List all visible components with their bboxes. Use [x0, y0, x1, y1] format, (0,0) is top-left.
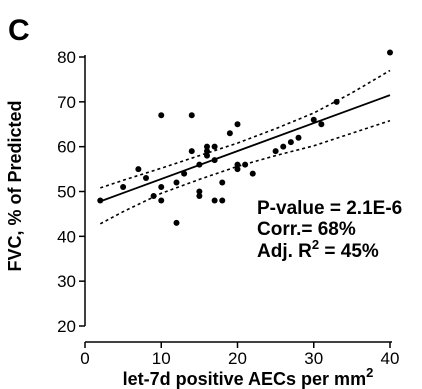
- data-point: [181, 170, 188, 177]
- data-point: [173, 179, 180, 186]
- data-point: [219, 197, 226, 204]
- x-tick-label: 40: [381, 349, 400, 368]
- data-point: [188, 112, 195, 119]
- regression-fit: [99, 94, 391, 203]
- data-point: [310, 116, 317, 123]
- x-tick-label: 10: [152, 349, 171, 368]
- data-point: [280, 143, 287, 150]
- x-axis-title-sup: 2: [366, 365, 373, 380]
- data-point: [287, 139, 294, 146]
- x-tick-label: 30: [304, 349, 323, 368]
- data-point: [387, 49, 393, 56]
- axes: 20 30 40 50 60 70 80 0 10 20 30 40: [57, 48, 399, 368]
- data-point: [242, 161, 249, 168]
- y-tick-label: 50: [57, 183, 76, 202]
- data-point: [196, 188, 203, 195]
- data-point: [295, 134, 302, 141]
- data-point: [196, 192, 203, 199]
- data-point: [234, 166, 241, 173]
- data-point: [219, 179, 226, 186]
- data-point: [249, 170, 256, 177]
- y-tick-label: 40: [57, 227, 76, 246]
- adj-r2-sup: 2: [312, 237, 319, 252]
- data-points: [97, 49, 393, 226]
- data-point: [97, 197, 104, 204]
- adj-r2-label: Adj. R2 = 45%: [257, 237, 379, 262]
- data-point: [158, 184, 165, 191]
- data-point: [120, 184, 127, 191]
- data-point: [211, 143, 218, 150]
- data-point: [204, 148, 210, 155]
- corr-label: Corr.= 68%: [257, 219, 356, 240]
- x-tick-label: 0: [80, 349, 89, 368]
- y-axis-title: FVC, % of Predicted: [5, 100, 25, 271]
- ci-upper-line: [100, 69, 391, 189]
- panel-label: C: [8, 14, 30, 47]
- data-point: [150, 192, 157, 199]
- data-point: [143, 175, 149, 182]
- data-point: [158, 112, 165, 119]
- data-point: [173, 219, 180, 226]
- adj-r2-suffix: = 45%: [319, 241, 379, 262]
- x-axis-title: let-7d positive AECs per mm2: [123, 365, 374, 389]
- adj-r2-prefix: Adj. R: [257, 241, 312, 262]
- fit-line: [99, 94, 391, 203]
- data-point: [234, 161, 241, 168]
- data-point: [204, 143, 210, 150]
- y-tick-label: 20: [57, 317, 76, 336]
- confidence-bands: [99, 69, 391, 225]
- data-point: [135, 166, 142, 173]
- p-value-label: P-value = 2.1E-6: [257, 198, 402, 219]
- x-tick-label: 20: [228, 349, 247, 368]
- x-axis-title-text: let-7d positive AECs per mm: [123, 369, 366, 389]
- y-tick-label: 60: [57, 138, 76, 157]
- data-point: [204, 152, 210, 159]
- data-point: [211, 157, 218, 164]
- y-tick-label: 80: [57, 48, 76, 67]
- data-point: [211, 197, 218, 204]
- data-point: [158, 197, 165, 204]
- y-tick-label: 70: [57, 93, 76, 112]
- y-tick-label: 30: [57, 272, 76, 291]
- data-point: [318, 121, 325, 128]
- data-point: [333, 98, 340, 105]
- data-point: [226, 130, 233, 137]
- data-point: [272, 148, 279, 155]
- ci-lower-line: [99, 119, 391, 225]
- data-point: [188, 148, 195, 155]
- data-point: [196, 161, 203, 168]
- data-point: [234, 121, 241, 128]
